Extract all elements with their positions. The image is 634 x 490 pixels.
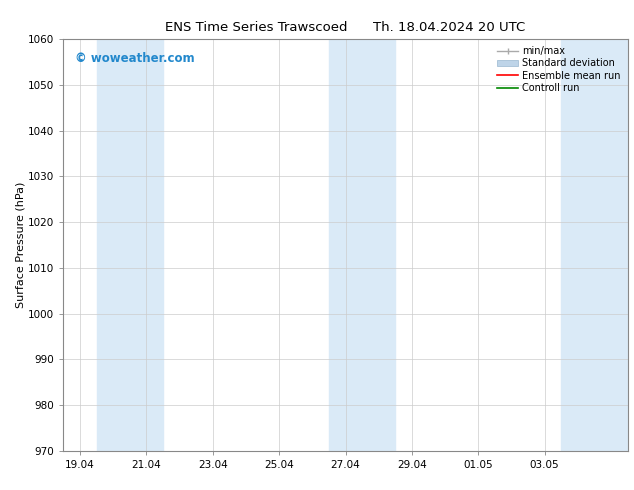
Title: ENS Time Series Trawscoed      Th. 18.04.2024 20 UTC: ENS Time Series Trawscoed Th. 18.04.2024… [165,21,526,34]
Text: © woweather.com: © woweather.com [75,51,194,65]
Y-axis label: Surface Pressure (hPa): Surface Pressure (hPa) [15,182,25,308]
Bar [561,39,628,451]
Bar [329,39,396,451]
Bar [96,39,163,451]
Legend: min/max, Standard deviation, Ensemble mean run, Controll run: min/max, Standard deviation, Ensemble me… [495,44,623,95]
